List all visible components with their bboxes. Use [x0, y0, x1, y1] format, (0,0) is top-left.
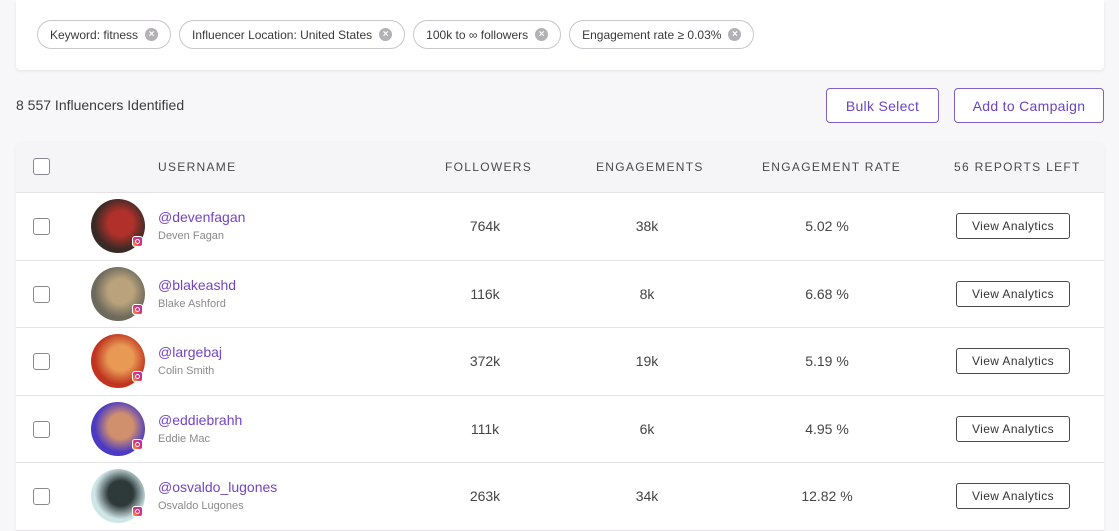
column-header-reports-left: 56 REPORTS LEFT — [954, 160, 1081, 174]
filter-chip-location[interactable]: Influencer Location: United States × — [179, 20, 406, 49]
engagements-value: 6k — [639, 420, 655, 437]
remove-filter-icon[interactable]: × — [535, 28, 549, 41]
engagement-rate-value: 6.68 % — [805, 285, 849, 302]
table-body: @devenfagan Deven Fagan 764k 38k 5.02 % … — [16, 193, 1104, 531]
influencer-handle[interactable]: @largebaj — [158, 344, 223, 360]
view-analytics-button[interactable]: View Analytics — [956, 213, 1070, 239]
row-checkbox[interactable] — [33, 285, 50, 303]
column-header-engagements[interactable]: ENGAGEMENTS — [596, 160, 704, 174]
filter-chip-keyword[interactable]: Keyword: fitness × — [37, 20, 172, 49]
view-analytics-button[interactable]: View Analytics — [956, 483, 1070, 509]
row-checkbox[interactable] — [33, 353, 50, 370]
column-header-engagement-rate[interactable]: ENGAGEMENT RATE — [762, 160, 902, 174]
instagram-icon — [132, 438, 143, 450]
bulk-select-button[interactable]: Bulk Select — [826, 88, 939, 123]
instagram-icon — [132, 506, 143, 517]
instagram-icon — [132, 303, 143, 315]
influencer-name: Deven Fagan — [158, 230, 225, 242]
engagements-value: 8k — [639, 285, 655, 302]
avatar[interactable] — [91, 266, 145, 321]
influencer-name: Blake Ashford — [158, 297, 226, 310]
results-count: 8 557 Influencers Identified — [16, 97, 185, 113]
engagement-rate-value: 5.02 % — [805, 218, 849, 234]
influencer-handle[interactable]: @eddiebrahh — [158, 411, 243, 428]
table-row: @osvaldo_lugones Osvaldo Lugones 263k 34… — [16, 463, 1104, 531]
column-header-followers[interactable]: FOLLOWERS — [445, 160, 533, 174]
select-all-checkbox[interactable] — [33, 158, 50, 175]
avatar[interactable] — [91, 199, 145, 253]
avatar[interactable] — [91, 469, 145, 523]
row-checkbox[interactable] — [33, 218, 50, 235]
engagement-rate-value: 12.82 % — [801, 488, 853, 504]
instagram-icon — [132, 371, 143, 382]
remove-filter-icon[interactable]: × — [379, 28, 393, 41]
table-row: @blakeashd Blake Ashford 116k 8k 6.68 % … — [16, 261, 1104, 328]
engagement-rate-value: 5.19 % — [805, 353, 849, 369]
table-header: USERNAME FOLLOWERS ENGAGEMENTS ENGAGEMEN… — [16, 142, 1104, 193]
filter-chip-label: 100k to ∞ followers — [426, 27, 529, 42]
remove-filter-icon[interactable]: × — [145, 28, 159, 41]
engagements-value: 38k — [635, 218, 659, 234]
filter-chip-engagement[interactable]: Engagement rate ≥ 0.03% × — [569, 20, 755, 49]
avatar[interactable] — [91, 334, 145, 388]
table-row: @eddiebrahh Eddie Mac 111k 6k 4.95 % Vie… — [16, 396, 1104, 463]
engagements-value: 34k — [635, 488, 659, 504]
filter-panel: Keyword: fitness × Influencer Location: … — [16, 0, 1104, 70]
row-checkbox[interactable] — [33, 420, 50, 438]
row-checkbox[interactable] — [33, 488, 50, 505]
engagement-rate-value: 4.95 % — [805, 420, 849, 437]
influencer-handle[interactable]: @blakeashd — [158, 276, 237, 293]
view-analytics-button[interactable]: View Analytics — [956, 280, 1070, 307]
influencer-handle[interactable]: @devenfagan — [158, 209, 246, 225]
influencer-handle[interactable]: @osvaldo_lugones — [158, 479, 278, 495]
add-to-campaign-button[interactable]: Add to Campaign — [954, 88, 1104, 123]
view-analytics-button[interactable]: View Analytics — [956, 348, 1070, 374]
filter-chips: Keyword: fitness × Influencer Location: … — [37, 20, 755, 49]
view-analytics-button[interactable]: View Analytics — [956, 415, 1070, 442]
followers-value: 111k — [470, 420, 500, 437]
engagements-value: 19k — [635, 353, 659, 369]
filter-chip-followers[interactable]: 100k to ∞ followers × — [413, 20, 562, 49]
followers-value: 116k — [470, 285, 500, 302]
table-row: @devenfagan Deven Fagan 764k 38k 5.02 % … — [16, 193, 1104, 261]
followers-value: 764k — [469, 218, 501, 234]
influencer-name: Eddie Mac — [158, 432, 210, 445]
filter-chip-label: Engagement rate ≥ 0.03% — [582, 27, 722, 42]
table-row: @largebaj Colin Smith 372k 19k 5.19 % Vi… — [16, 328, 1104, 396]
instagram-icon — [132, 236, 143, 247]
filter-chip-label: Influencer Location: United States — [192, 27, 373, 42]
influencer-name: Osvaldo Lugones — [158, 500, 244, 512]
influencer-name: Colin Smith — [158, 365, 215, 377]
avatar[interactable] — [91, 401, 145, 456]
column-header-username[interactable]: USERNAME — [158, 160, 237, 174]
followers-value: 263k — [469, 488, 501, 504]
remove-filter-icon[interactable]: × — [728, 28, 742, 41]
filter-chip-label: Keyword: fitness — [50, 27, 139, 42]
influencer-table: USERNAME FOLLOWERS ENGAGEMENTS ENGAGEMEN… — [16, 142, 1104, 531]
followers-value: 372k — [469, 353, 501, 369]
